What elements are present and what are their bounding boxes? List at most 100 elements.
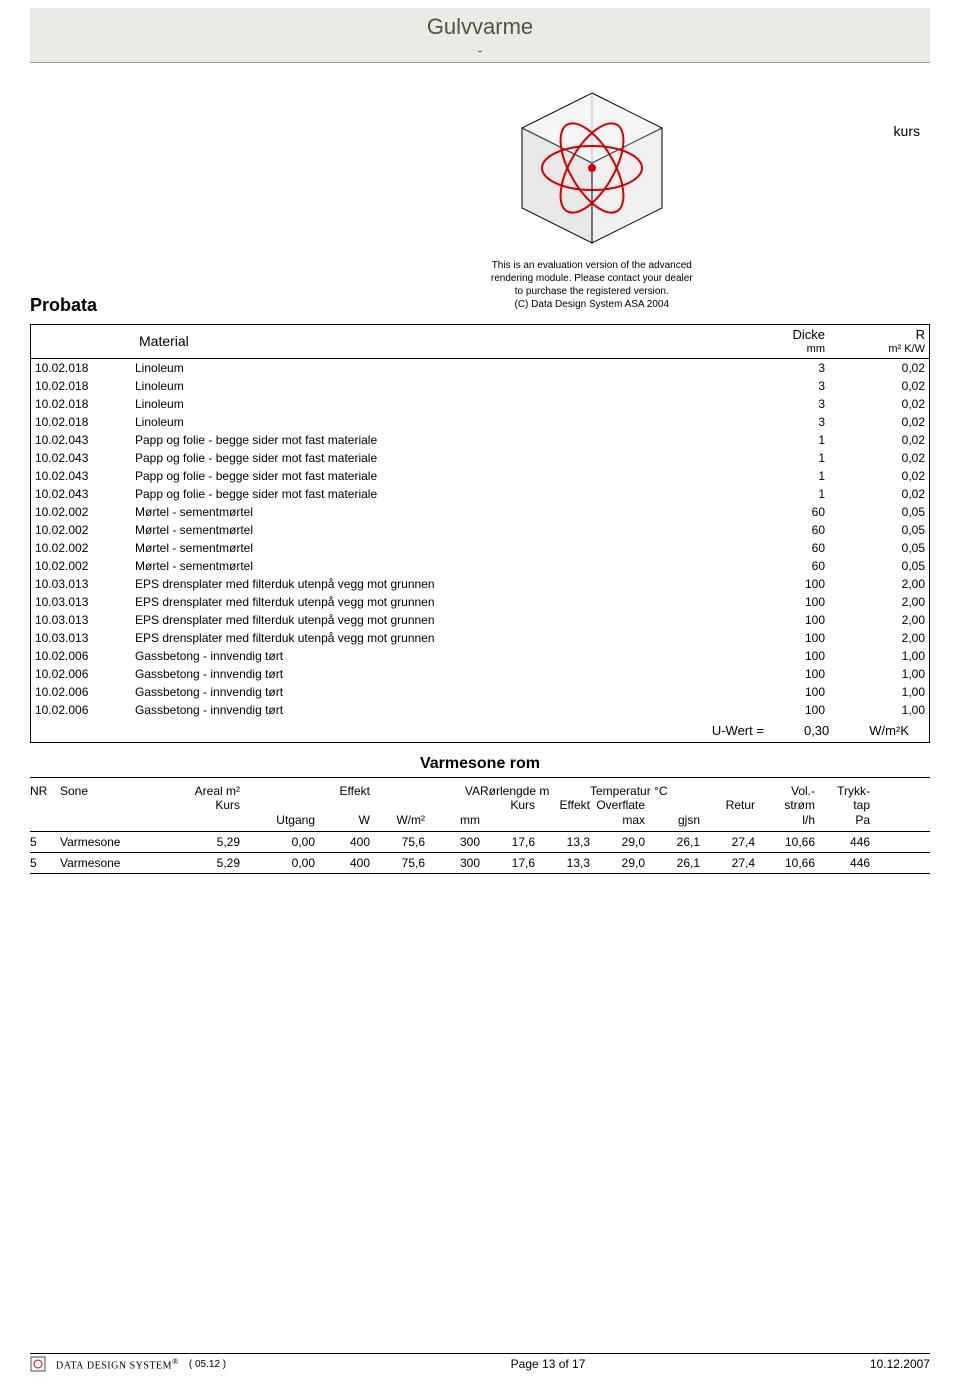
material-dicke: 1 — [745, 451, 825, 465]
material-dicke: 1 — [745, 487, 825, 501]
material-desc: EPS drensplater med filterduk utenpå veg… — [135, 595, 745, 609]
material-row: 10.02.018Linoleum30,02 — [31, 395, 929, 413]
material-row: 10.02.002Mørtel - sementmørtel600,05 — [31, 557, 929, 575]
material-desc: Linoleum — [135, 379, 745, 393]
material-row: 10.02.002Mørtel - sementmørtel600,05 — [31, 503, 929, 521]
material-r: 0,02 — [825, 469, 925, 483]
material-desc: Mørtel - sementmørtel — [135, 541, 745, 555]
material-code: 10.02.006 — [35, 649, 135, 663]
logo-area: This is an evaluation version of the adv… — [491, 83, 693, 311]
material-box: Material Dicke mm R m² K/W 10.02.018Lino… — [30, 324, 930, 743]
footer-page: Page 13 of 17 — [511, 1357, 586, 1371]
material-r: 0,02 — [825, 451, 925, 465]
material-dicke: 100 — [745, 595, 825, 609]
material-desc: Mørtel - sementmørtel — [135, 559, 745, 573]
title-bar: Gulvvarme - — [30, 8, 930, 63]
material-dicke: 60 — [745, 559, 825, 573]
material-row: 10.02.043Papp og folie - begge sider mot… — [31, 467, 929, 485]
title-main: Gulvvarme — [30, 14, 930, 40]
material-r: 0,05 — [825, 541, 925, 555]
material-row: 10.02.006Gassbetong - innvendig tørt1001… — [31, 665, 929, 683]
material-code: 10.02.002 — [35, 523, 135, 537]
material-dicke: 100 — [745, 685, 825, 699]
material-code: 10.02.018 — [35, 397, 135, 411]
material-r: 2,00 — [825, 631, 925, 645]
material-dicke: 60 — [745, 505, 825, 519]
material-row: 10.02.006Gassbetong - innvendig tørt1001… — [31, 701, 929, 719]
footer: DATA DESIGN SYSTEM® ( 05.12 ) Page 13 of… — [30, 1353, 930, 1372]
material-r: 1,00 — [825, 649, 925, 663]
material-code: 10.03.013 — [35, 631, 135, 645]
material-dicke: 100 — [745, 649, 825, 663]
material-row: 10.02.043Papp og folie - begge sider mot… — [31, 431, 929, 449]
material-dicke: 1 — [745, 433, 825, 447]
material-row: 10.02.043Papp og folie - begge sider mot… — [31, 485, 929, 503]
material-r: 2,00 — [825, 577, 925, 591]
material-r: 1,00 — [825, 685, 925, 699]
material-r: 2,00 — [825, 613, 925, 627]
footer-version: ( 05.12 ) — [189, 1359, 226, 1370]
material-row: 10.02.018Linoleum30,02 — [31, 413, 929, 431]
material-dicke: 1 — [745, 469, 825, 483]
material-r: 1,00 — [825, 667, 925, 681]
material-row: 10.02.002Mørtel - sementmørtel600,05 — [31, 539, 929, 557]
material-row: 10.02.043Papp og folie - begge sider mot… — [31, 449, 929, 467]
material-desc: Papp og folie - begge sider mot fast mat… — [135, 451, 745, 465]
material-code: 10.02.002 — [35, 505, 135, 519]
material-row: 10.03.013EPS drensplater med filterduk u… — [31, 593, 929, 611]
material-row: 10.03.013EPS drensplater med filterduk u… — [31, 575, 929, 593]
footer-date: 10.12.2007 — [870, 1357, 930, 1371]
material-header: Material Dicke mm R m² K/W — [31, 325, 929, 359]
zone-header: NR Sone Areal m² Kurs Utgang Effekt W W/… — [30, 782, 930, 832]
u-wert-value: 0,30 — [804, 723, 829, 738]
material-dicke: 3 — [745, 379, 825, 393]
material-dicke: 100 — [745, 631, 825, 645]
material-dicke: 100 — [745, 667, 825, 681]
u-wert-row: U-Wert = 0,30 W/m²K — [31, 719, 929, 742]
material-desc: Gassbetong - innvendig tørt — [135, 649, 745, 663]
material-code: 10.03.013 — [35, 595, 135, 609]
material-code: 10.02.006 — [35, 685, 135, 699]
material-row: 10.03.013EPS drensplater med filterduk u… — [31, 629, 929, 647]
material-r: 0,02 — [825, 361, 925, 375]
material-code: 10.02.018 — [35, 379, 135, 393]
title-sub: - — [30, 42, 930, 58]
material-desc: EPS drensplater med filterduk utenpå veg… — [135, 613, 745, 627]
zone-row: 5Varmesone5,290,0040075,630017,613,329,0… — [30, 832, 930, 853]
material-r: 0,05 — [825, 523, 925, 537]
material-desc: Linoleum — [135, 415, 745, 429]
material-desc: Gassbetong - innvendig tørt — [135, 685, 745, 699]
material-desc: Mørtel - sementmørtel — [135, 523, 745, 537]
material-code: 10.02.018 — [35, 361, 135, 375]
dds-footer-icon — [30, 1356, 46, 1372]
material-dicke: 3 — [745, 361, 825, 375]
material-r: 0,02 — [825, 487, 925, 501]
zone-row: 5Varmesone5,290,0040075,630017,613,329,0… — [30, 853, 930, 874]
material-row: 10.02.002Mørtel - sementmørtel600,05 — [31, 521, 929, 539]
material-dicke: 100 — [745, 577, 825, 591]
material-dicke: 100 — [745, 613, 825, 627]
material-desc: Gassbetong - innvendig tørt — [135, 703, 745, 717]
material-code: 10.02.002 — [35, 559, 135, 573]
material-dicke: 60 — [745, 523, 825, 537]
material-desc: Mørtel - sementmørtel — [135, 505, 745, 519]
u-wert-label: U-Wert = — [712, 723, 764, 738]
probata-heading: Probata — [30, 295, 930, 316]
material-desc: Papp og folie - begge sider mot fast mat… — [135, 487, 745, 501]
material-row: 10.02.006Gassbetong - innvendig tørt1001… — [31, 683, 929, 701]
material-label: Material — [135, 327, 745, 356]
material-row: 10.03.013EPS drensplater med filterduk u… — [31, 611, 929, 629]
material-desc: EPS drensplater med filterduk utenpå veg… — [135, 577, 745, 591]
material-r: 0,02 — [825, 433, 925, 447]
material-row: 10.02.018Linoleum30,02 — [31, 377, 929, 395]
material-code: 10.02.018 — [35, 415, 135, 429]
material-row: 10.02.018Linoleum30,02 — [31, 359, 929, 377]
material-desc: Papp og folie - begge sider mot fast mat… — [135, 469, 745, 483]
cube-logo-icon — [502, 83, 682, 253]
zone-title: Varmesone rom — [30, 755, 930, 778]
material-code: 10.02.043 — [35, 451, 135, 465]
material-dicke: 60 — [745, 541, 825, 555]
material-desc: Linoleum — [135, 361, 745, 375]
material-desc: Gassbetong - innvendig tørt — [135, 667, 745, 681]
material-code: 10.03.013 — [35, 613, 135, 627]
